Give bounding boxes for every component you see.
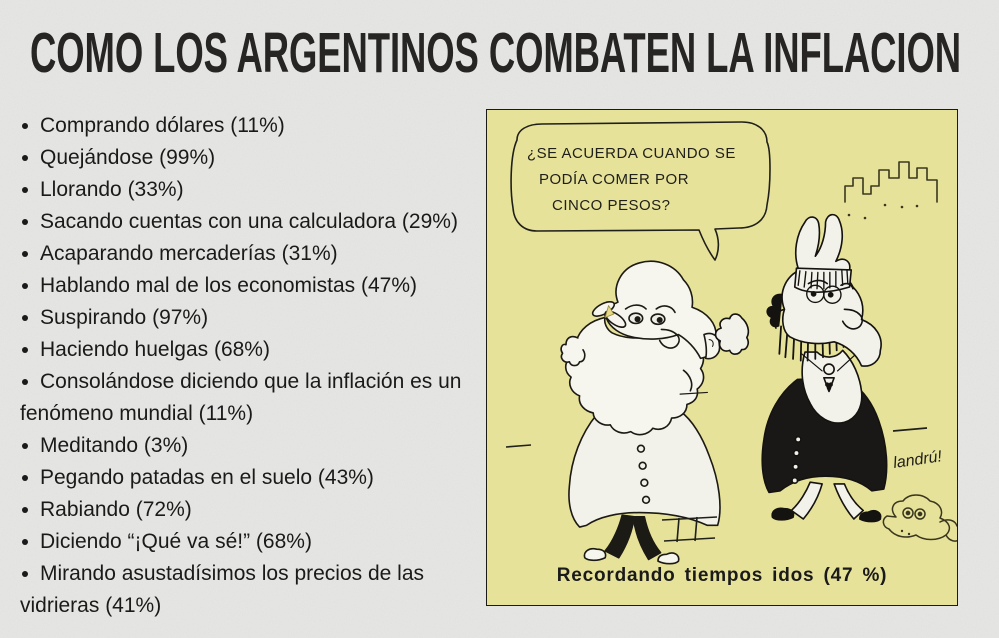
svg-text:PODÍA COMER POR: PODÍA COMER POR [539, 171, 689, 188]
svg-text:landrú!: landrú! [892, 448, 943, 472]
svg-text:CINCO PESOS?: CINCO PESOS? [552, 197, 671, 214]
svg-text:¿SE ACUERDA CUANDO SE: ¿SE ACUERDA CUANDO SE [527, 145, 736, 162]
